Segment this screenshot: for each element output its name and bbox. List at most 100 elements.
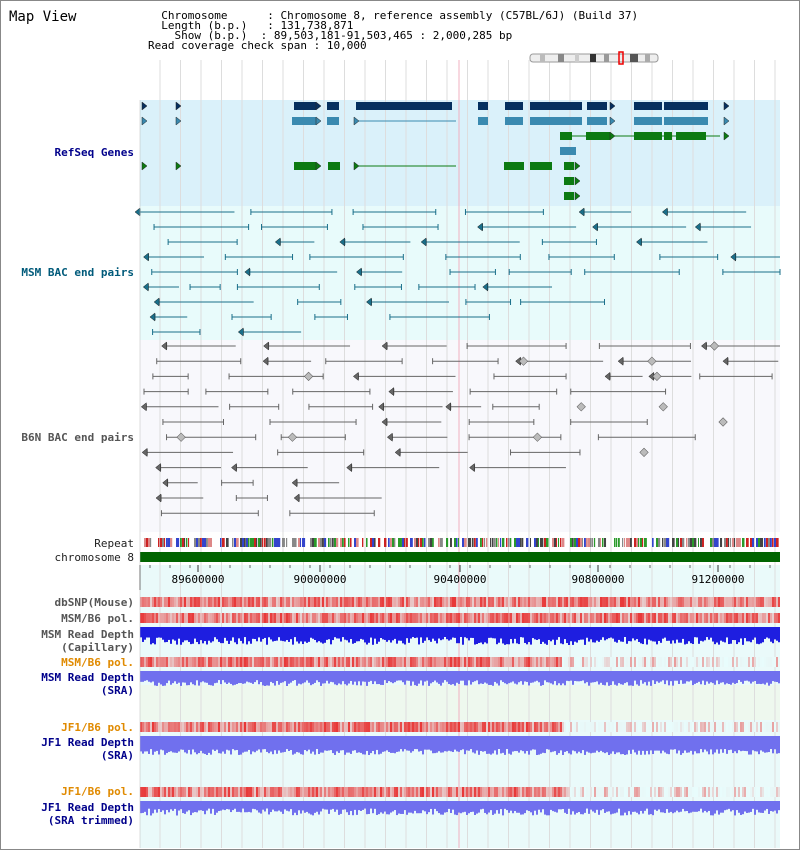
polymorphism-cell	[754, 787, 756, 797]
read-depth-bar	[412, 627, 414, 638]
polymorphism-cell	[330, 657, 332, 667]
polymorphism-cell	[190, 597, 192, 607]
read-depth-bar	[618, 627, 620, 640]
polymorphism-cell	[714, 613, 716, 623]
polymorphism-cell	[330, 722, 332, 732]
track-label-chromosome[interactable]: chromosome 8	[54, 551, 134, 564]
read-depth-bar	[740, 671, 742, 682]
read-depth-bar	[218, 627, 220, 642]
polymorphism-cell	[674, 597, 676, 607]
track-label-repeat[interactable]: Repeat	[94, 537, 134, 550]
repeat-element	[418, 538, 420, 547]
read-depth-bar	[268, 801, 270, 815]
polymorphism-cell	[290, 657, 292, 667]
polymorphism-cell	[644, 657, 646, 667]
read-depth-bar	[626, 736, 628, 755]
read-depth-bar	[514, 671, 516, 684]
read-depth-bar	[766, 627, 768, 638]
polymorphism-cell	[642, 613, 644, 623]
track-label-b6n-bac-end-pairs[interactable]: B6N BAC end pairs	[21, 431, 134, 444]
polymorphism-cell	[382, 657, 384, 667]
polymorphism-cell	[172, 657, 174, 667]
polymorphism-cell	[458, 613, 460, 623]
read-depth-bar	[260, 736, 262, 753]
track-label-jf1-read-depth-sra-trimmed[interactable]: JF1 Read Depth (SRA trimmed)	[41, 801, 134, 827]
polymorphism-cell	[472, 613, 474, 623]
read-depth-bar	[220, 736, 222, 754]
read-depth-bar	[416, 627, 418, 638]
track-label-msm-read-depth-sra[interactable]: MSM Read Depth (SRA)	[41, 671, 134, 697]
read-depth-bar	[470, 671, 472, 685]
polymorphism-cell	[458, 787, 460, 797]
track-label-msm-read-depth-capillary[interactable]: MSM Read Depth (Capillary)	[41, 628, 134, 654]
track-label-jf1-read-depth-sra[interactable]: JF1 Read Depth (SRA)	[41, 736, 134, 762]
track-label-msm-b6-pol-sra[interactable]: MSM/B6 pol.	[61, 656, 134, 669]
repeat-element	[294, 538, 297, 547]
polymorphism-cell	[524, 613, 526, 623]
gene-arrow	[175, 161, 182, 171]
polymorphism-cell	[346, 597, 348, 607]
track-label-jf1-b6-pol[interactable]: JF1/B6 pol.	[61, 721, 134, 734]
polymorphism-cell	[500, 613, 502, 623]
repeat-element	[450, 538, 452, 547]
repeat-element	[196, 538, 199, 547]
repeat-element	[494, 538, 496, 547]
track-label-msm-b6-pol[interactable]: MSM/B6 pol.	[61, 612, 134, 625]
polymorphism-cell	[568, 657, 570, 667]
polymorphism-cell	[548, 787, 550, 797]
read-depth-bar	[206, 671, 208, 683]
read-depth-bar	[436, 801, 438, 812]
repeat-element	[498, 538, 500, 547]
polymorphism-cell	[638, 613, 640, 623]
polymorphism-cell	[262, 657, 264, 667]
polymorphism-cell	[350, 597, 352, 607]
repeat-element	[578, 538, 581, 547]
polymorphism-cell	[696, 597, 698, 607]
polymorphism-cell	[286, 787, 288, 797]
read-depth-bar	[520, 671, 522, 682]
read-depth-bar	[472, 801, 474, 812]
read-depth-bar	[324, 627, 326, 643]
read-depth-bar	[516, 627, 518, 644]
read-depth-bar	[160, 627, 162, 638]
polymorphism-cell	[252, 787, 254, 797]
polymorphism-cell	[306, 787, 308, 797]
polymorphism-cell	[672, 597, 674, 607]
polymorphism-cell	[254, 613, 256, 623]
read-depth-bar	[478, 801, 480, 813]
polymorphism-cell	[354, 657, 356, 667]
polymorphism-cell	[754, 597, 756, 607]
polymorphism-cell	[478, 722, 480, 732]
polymorphism-cell	[648, 657, 650, 667]
read-depth-bar	[412, 736, 414, 752]
repeat-element	[234, 538, 237, 547]
polymorphism-cell	[310, 787, 312, 797]
read-depth-bar	[586, 801, 588, 809]
track-label-refseq-genes[interactable]: RefSeq Genes	[54, 146, 134, 159]
read-depth-bar	[294, 627, 296, 638]
polymorphism-cell	[416, 597, 418, 607]
read-depth-bar	[190, 671, 192, 683]
polymorphism-cell	[612, 657, 614, 667]
polymorphism-cell	[144, 657, 146, 667]
read-depth-bar	[720, 627, 722, 641]
read-depth-bar	[222, 627, 224, 644]
read-depth-bar	[156, 671, 158, 686]
read-depth-bar	[490, 627, 492, 638]
read-depth-bar	[528, 801, 530, 811]
read-depth-bar	[314, 627, 316, 641]
read-depth-bar	[578, 671, 580, 682]
repeat-element	[236, 538, 239, 547]
polymorphism-cell	[256, 597, 258, 607]
read-depth-bar	[740, 801, 742, 815]
read-depth-bar	[272, 671, 274, 684]
polymorphism-cell	[182, 722, 184, 732]
track-label-dbsnp[interactable]: dbSNP(Mouse)	[54, 596, 134, 609]
polymorphism-cell	[672, 722, 674, 732]
read-depth-bar	[370, 671, 372, 681]
track-label-msm-bac-end-pairs[interactable]: MSM BAC end pairs	[21, 266, 134, 279]
read-depth-bar	[522, 627, 524, 638]
track-label-jf1-b6-pol-trimmed[interactable]: JF1/B6 pol.	[61, 785, 134, 798]
